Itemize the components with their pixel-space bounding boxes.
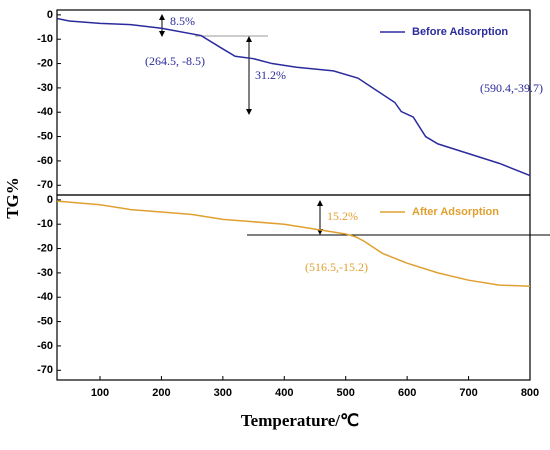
data-line (56, 17, 531, 177)
annotation: (590.4,-39.7) (480, 81, 543, 95)
y-tick-label: 0 (47, 9, 53, 21)
y-tick-label: -20 (37, 242, 53, 254)
y-tick-label: -10 (37, 33, 53, 45)
y-axis-label: TG% (3, 177, 22, 219)
x-tick-label: 500 (337, 387, 355, 399)
y-tick-label: -60 (37, 155, 53, 167)
data-line (56, 200, 531, 288)
annotation: (264.5, -8.5) (145, 54, 205, 68)
annotation: (516.5,-15.2) (305, 260, 368, 274)
x-tick-label: 800 (521, 387, 539, 399)
annotation: 8.5% (170, 14, 195, 28)
x-tick-label: 100 (91, 387, 109, 399)
plot-frame (56, 194, 531, 381)
x-tick-label: 700 (459, 387, 477, 399)
y-tick-label: -60 (37, 340, 53, 352)
annotation: 31.2% (255, 68, 286, 82)
y-tick-label: 0 (47, 194, 53, 206)
y-tick-label: -40 (37, 106, 53, 118)
annotation: 15.2% (327, 209, 358, 223)
x-axis-label: Temperature/℃ (241, 411, 359, 430)
x-tick-label: 300 (214, 387, 232, 399)
y-tick-label: -20 (37, 57, 53, 69)
legend-label: Before Adsorption (412, 26, 508, 38)
annotation-guides (159, 14, 550, 236)
y-tick-label: -30 (37, 82, 53, 94)
x-tick-label: 600 (398, 387, 416, 399)
legend-label: After Adsorption (412, 206, 499, 218)
x-tick-label: 400 (275, 387, 293, 399)
y-tick-label: -30 (37, 267, 53, 279)
y-tick-label: -10 (37, 218, 53, 230)
y-tick-label: -70 (37, 179, 53, 191)
y-tick-label: -50 (37, 315, 53, 327)
y-tick-label: -50 (37, 130, 53, 142)
x-tick-label: 200 (152, 387, 170, 399)
y-tick-label: -40 (37, 291, 53, 303)
y-tick-label: -70 (37, 364, 53, 376)
